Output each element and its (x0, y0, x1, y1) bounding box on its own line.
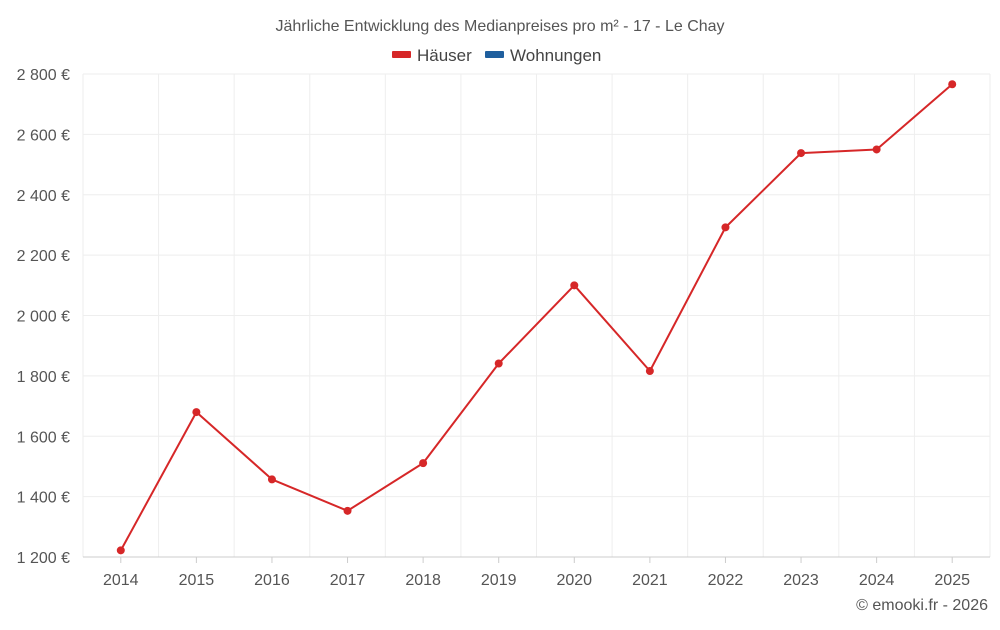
data-point-2019[interactable] (494, 359, 503, 368)
y-tick-label: 2 400 € (17, 188, 70, 205)
data-point-2024[interactable] (872, 145, 881, 154)
y-tick-label: 1 400 € (17, 490, 70, 507)
y-tick-label: 2 600 € (17, 127, 70, 144)
data-point-2018[interactable] (419, 459, 428, 468)
x-axis-ticks: 2014 2015 2016 2017 2018 2019 2020 2021 2022 2023… (103, 557, 970, 589)
legend-swatch-haeuser (392, 51, 411, 58)
legend-label-wohnungen: Wohnungen (510, 46, 601, 65)
y-tick-label: 2 200 € (17, 248, 70, 265)
x-tick-label: 2025 (934, 572, 970, 589)
y-tick-label: 1 200 € (17, 550, 70, 567)
x-tick-label: 2020 (556, 572, 592, 589)
y-tick-label: 2 800 € (17, 67, 70, 84)
legend-item-wohnungen[interactable]: Wohnungen (485, 46, 601, 65)
y-tick-label: 1 800 € (17, 369, 70, 386)
y-tick-label: 2 000 € (17, 309, 70, 326)
data-point-2021[interactable] (645, 367, 654, 376)
data-point-2015[interactable] (192, 408, 201, 417)
x-tick-label: 2022 (708, 572, 744, 589)
data-point-2014[interactable] (116, 546, 125, 555)
chart-title: Jährliche Entwicklung des Medianpreises … (275, 18, 724, 35)
x-tick-label: 2015 (179, 572, 215, 589)
data-point-2022[interactable] (721, 223, 730, 232)
x-tick-label: 2017 (330, 572, 366, 589)
data-point-2017[interactable] (343, 506, 352, 515)
data-point-2020[interactable] (570, 281, 579, 290)
data-point-2025[interactable] (948, 80, 957, 89)
legend: Häuser Wohnungen (392, 46, 601, 65)
y-axis-ticks: 1 200 € 1 400 € 1 600 € 1 800 € 2 000 € 2 200… (17, 67, 70, 567)
legend-item-haeuser[interactable]: Häuser (392, 46, 472, 65)
data-point-2023[interactable] (797, 149, 806, 158)
x-tick-label: 2019 (481, 572, 517, 589)
series-haeuser (116, 80, 957, 555)
y-tick-label: 1 600 € (17, 429, 70, 446)
x-tick-label: 2016 (254, 572, 290, 589)
credit-text: © emooki.fr - 2026 (856, 597, 988, 614)
grid (82, 73, 991, 557)
x-tick-label: 2021 (632, 572, 668, 589)
x-tick-label: 2023 (783, 572, 819, 589)
data-point-2016[interactable] (267, 475, 276, 484)
series-line (119, 83, 953, 551)
x-tick-label: 2024 (859, 572, 895, 589)
legend-swatch-wohnungen (485, 51, 504, 58)
x-tick-label: 2014 (103, 572, 139, 589)
legend-label-haeuser: Häuser (417, 46, 472, 65)
x-tick-label: 2018 (405, 572, 441, 589)
